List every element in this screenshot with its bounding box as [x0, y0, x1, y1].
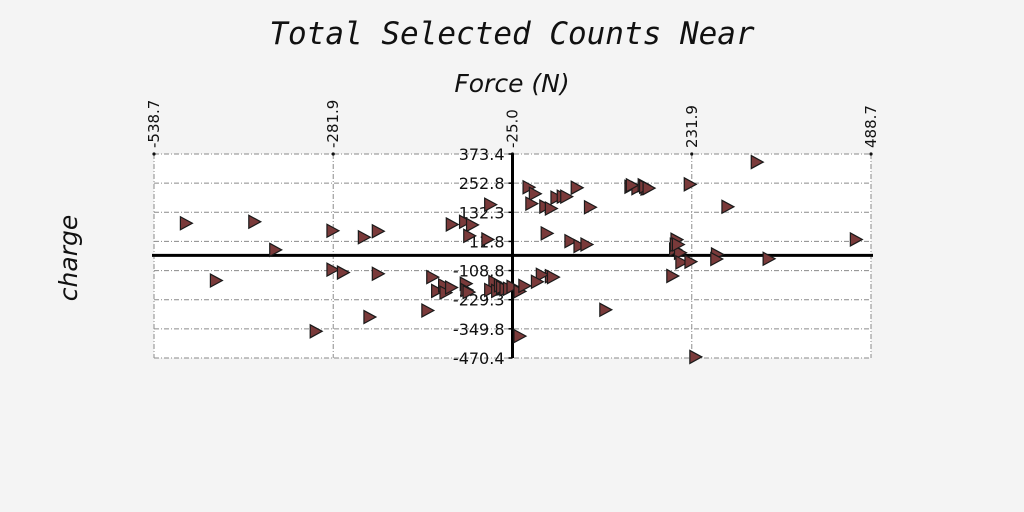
- data-point-marker: [762, 251, 777, 267]
- y-tick-label: -470.4: [453, 349, 505, 368]
- x-axis-label: Force (N): [454, 69, 569, 98]
- data-point-marker: [506, 279, 521, 295]
- data-point-marker: [326, 262, 341, 278]
- data-point-marker: [462, 284, 477, 300]
- data-point-marker: [570, 180, 585, 196]
- data-point-marker: [564, 233, 579, 249]
- data-point-marker: [666, 268, 681, 284]
- x-tick-label: 231.9: [683, 105, 701, 148]
- data-point-marker: [484, 197, 498, 213]
- data-point-marker: [431, 283, 445, 299]
- data-point-marker: [326, 223, 341, 239]
- y-axis-label: charge: [54, 215, 83, 301]
- data-point-marker: [528, 186, 543, 202]
- data-point-marker: [309, 323, 324, 339]
- data-point-marker: [518, 278, 533, 294]
- data-point-marker: [642, 180, 657, 196]
- data-point-marker: [371, 223, 386, 239]
- data-point-marker: [336, 265, 351, 281]
- data-point-marker: [540, 225, 555, 241]
- x-tick-label: -281.9: [324, 100, 342, 148]
- data-point-marker: [426, 269, 441, 285]
- data-point-marker: [179, 215, 194, 231]
- x-tick-mark: [331, 152, 335, 156]
- data-point-marker: [580, 237, 595, 253]
- data-point-marker: [535, 267, 550, 283]
- data-point-marker: [484, 282, 498, 298]
- chart-title: Total Selected Counts Near: [269, 16, 755, 52]
- data-point-marker: [671, 237, 686, 253]
- data-point-marker: [445, 216, 460, 232]
- data-point-marker: [625, 177, 640, 193]
- data-point-marker: [583, 199, 598, 215]
- x-tick-label: 488.7: [862, 105, 880, 148]
- y-tick-label: 132.3: [459, 203, 505, 222]
- data-point-marker: [684, 254, 699, 270]
- data-point-marker: [209, 273, 224, 289]
- x-tick-label: -25.0: [504, 109, 522, 148]
- data-point-marker: [675, 254, 690, 270]
- data-point-marker: [371, 266, 386, 282]
- y-tick-label: 252.8: [459, 174, 505, 193]
- y-tick-label: -108.8: [453, 262, 505, 281]
- x-tick-mark: [152, 152, 156, 156]
- data-point-marker: [750, 154, 765, 170]
- data-point-marker: [463, 228, 477, 244]
- data-point-marker: [363, 309, 378, 325]
- data-point-marker: [560, 189, 574, 205]
- data-point-marker: [357, 229, 372, 245]
- data-point-marker: [710, 251, 725, 267]
- x-tick-mark: [869, 152, 873, 156]
- data-point-marker: [444, 280, 459, 296]
- data-point-marker: [248, 214, 263, 230]
- tick-labels: -538.7 -281.9 -25.0 231.9 488.7 373.4 252.8 132…: [145, 100, 880, 368]
- data-point-marker: [573, 238, 588, 254]
- y-tick-label: 373.4: [459, 145, 505, 164]
- data-point-marker: [481, 231, 496, 247]
- x-tick-mark: [690, 152, 694, 156]
- data-point-marker: [721, 199, 736, 215]
- data-point-marker: [465, 217, 480, 233]
- data-point-marker: [421, 303, 436, 319]
- y-tick-label: -349.8: [453, 320, 505, 339]
- data-point-marker: [683, 176, 698, 192]
- data-point-marker: [525, 196, 540, 212]
- data-point-marker: [599, 302, 614, 318]
- data-point-marker: [458, 214, 473, 230]
- data-point-marker: [546, 269, 561, 285]
- data-point-marker: [544, 200, 559, 217]
- data-points: [179, 154, 864, 365]
- data-point-marker: [673, 245, 688, 261]
- x-tick-label: -538.7: [145, 100, 163, 148]
- data-point-marker: [689, 349, 704, 365]
- data-point-marker: [269, 242, 283, 258]
- data-point-marker: [513, 328, 528, 344]
- data-point-marker: [849, 231, 864, 247]
- data-point-marker: [530, 274, 545, 290]
